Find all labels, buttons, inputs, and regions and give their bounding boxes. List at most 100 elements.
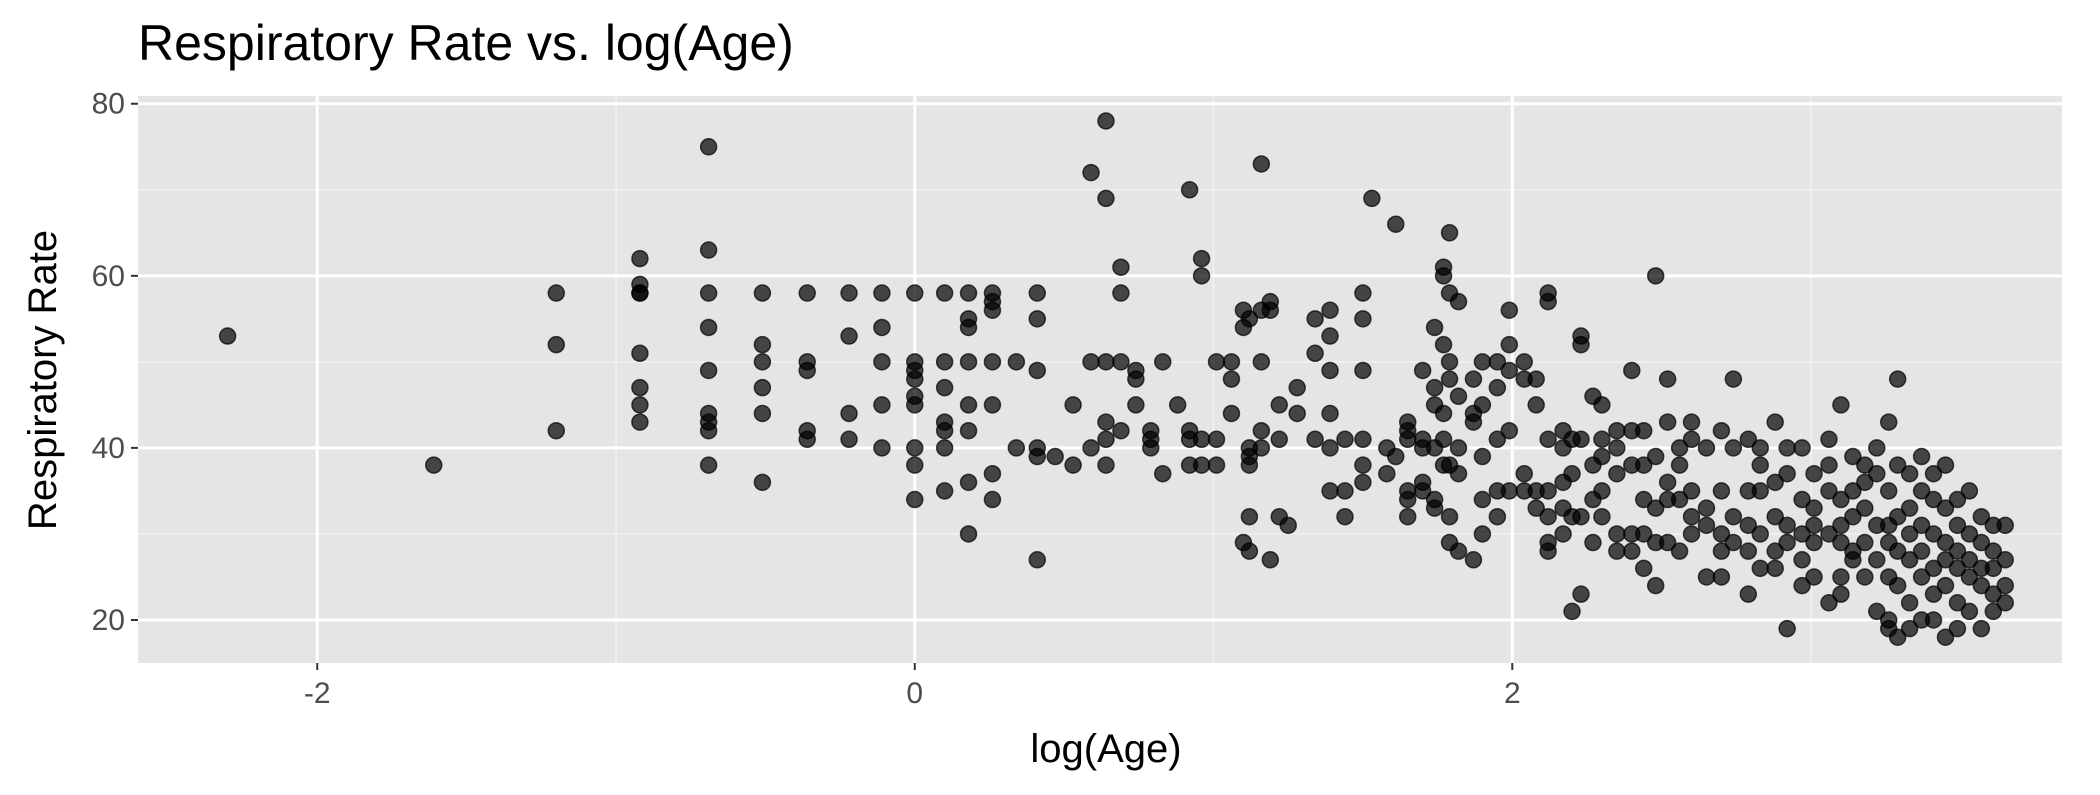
- point: [1888, 628, 1907, 646]
- point: [1378, 464, 1396, 483]
- x-tick-label: -2: [304, 677, 331, 710]
- point: [1354, 430, 1372, 449]
- point: [1793, 439, 1811, 457]
- point: [1844, 482, 1862, 500]
- point: [1751, 559, 1770, 578]
- y-axis-title: Respiratory Rate: [21, 230, 65, 530]
- point: [1354, 361, 1372, 380]
- y-tick-label: 40: [92, 432, 125, 465]
- point: [1900, 499, 1919, 517]
- point: [1046, 447, 1064, 466]
- point: [753, 473, 772, 492]
- point: [1261, 301, 1280, 319]
- point: [983, 396, 1002, 414]
- point: [1097, 112, 1115, 130]
- point: [1778, 464, 1796, 483]
- point: [699, 241, 718, 259]
- point: [1984, 559, 2003, 578]
- point: [1180, 181, 1199, 199]
- point: [1793, 551, 1811, 569]
- point: [1449, 542, 1468, 560]
- point: [1900, 619, 1919, 638]
- point: [935, 482, 954, 500]
- point: [1805, 464, 1823, 483]
- point: [1697, 439, 1716, 457]
- point: [959, 284, 978, 302]
- point: [1888, 542, 1907, 560]
- point: [1879, 413, 1898, 431]
- point: [1996, 551, 2014, 569]
- point: [1473, 396, 1492, 414]
- point: [906, 439, 924, 457]
- point: [1751, 525, 1770, 543]
- point: [1127, 396, 1145, 414]
- point: [1449, 439, 1468, 457]
- point: [1464, 551, 1483, 569]
- point: [1912, 568, 1931, 586]
- point: [1984, 542, 2003, 560]
- point: [1168, 396, 1187, 414]
- point: [1112, 284, 1130, 302]
- point: [1288, 378, 1306, 397]
- point: [1778, 533, 1796, 552]
- point: [1960, 568, 1979, 586]
- point: [1924, 559, 1943, 578]
- y-tick-label: 20: [92, 604, 125, 637]
- point: [1240, 542, 1259, 560]
- point: [1464, 370, 1483, 388]
- point: [1321, 439, 1339, 457]
- point: [959, 318, 978, 337]
- point: [1805, 516, 1823, 535]
- point: [1572, 430, 1590, 449]
- point: [1948, 559, 1967, 578]
- point: [1240, 310, 1259, 328]
- point: [753, 378, 772, 397]
- point: [1646, 447, 1665, 466]
- y-tick-label: 60: [92, 260, 125, 293]
- point: [983, 353, 1002, 371]
- point: [1820, 594, 1838, 612]
- point: [1097, 189, 1115, 208]
- point: [1856, 533, 1874, 552]
- y-tick-label: 80: [92, 88, 125, 121]
- point: [1387, 215, 1405, 233]
- point: [1805, 533, 1823, 552]
- point: [1306, 430, 1324, 449]
- point: [1912, 542, 1931, 560]
- point: [1500, 335, 1519, 354]
- point: [1972, 507, 1991, 526]
- point: [1153, 353, 1172, 371]
- point: [1844, 551, 1862, 569]
- point: [1398, 507, 1417, 526]
- point: [1127, 370, 1145, 388]
- point: [1488, 507, 1507, 526]
- point: [1112, 421, 1130, 440]
- point: [1868, 439, 1886, 457]
- point: [1832, 568, 1850, 586]
- point: [1888, 370, 1907, 388]
- point: [1697, 568, 1716, 586]
- point: [873, 439, 891, 457]
- point: [1515, 464, 1533, 483]
- point: [1634, 456, 1653, 474]
- point: [1028, 361, 1047, 380]
- point: [1539, 482, 1557, 500]
- point: [1007, 439, 1026, 457]
- point: [1856, 473, 1874, 492]
- point: [1751, 456, 1770, 474]
- point: [1434, 335, 1453, 354]
- point: [935, 421, 954, 440]
- point: [1832, 490, 1850, 509]
- point: [1082, 353, 1100, 371]
- point: [699, 318, 718, 337]
- point: [1888, 507, 1907, 526]
- point: [1398, 430, 1417, 449]
- point: [1868, 464, 1886, 483]
- point: [1097, 353, 1115, 371]
- point: [1270, 430, 1289, 449]
- point: [1682, 413, 1701, 431]
- point: [1473, 525, 1492, 543]
- point: [840, 284, 858, 302]
- point: [1608, 525, 1626, 543]
- point: [1634, 525, 1653, 543]
